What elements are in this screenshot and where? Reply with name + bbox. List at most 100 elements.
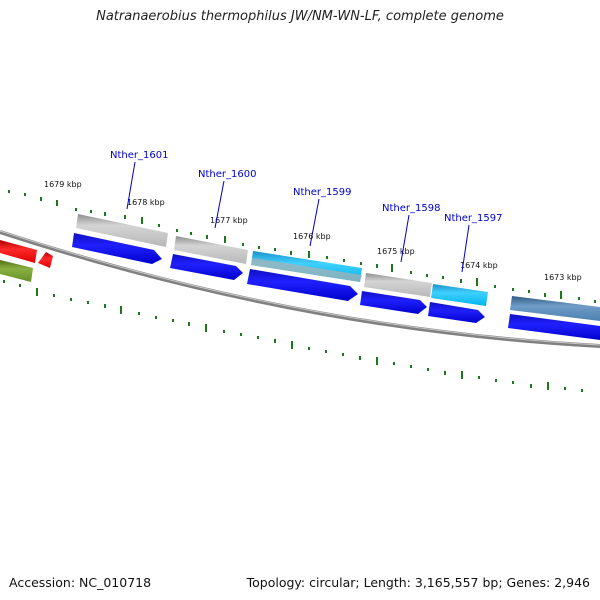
tick-mark (410, 271, 412, 274)
tick-mark (53, 294, 55, 297)
tick-mark (224, 236, 226, 243)
tick-mark (376, 264, 378, 268)
tick-mark (290, 251, 292, 255)
tick-mark (391, 264, 393, 272)
gene-label-leader (309, 198, 320, 247)
tick-mark (594, 300, 596, 303)
gene-label-nther-1600[interactable]: Nther_1600 (198, 169, 256, 180)
gene-label-leader (214, 180, 225, 229)
gene-label-leader (126, 161, 136, 210)
kbp-label: 1674 kbp (460, 261, 498, 270)
tick-mark (427, 368, 429, 371)
tick-mark (360, 262, 362, 265)
feature-box-gray-overlay (251, 258, 362, 282)
tick-mark (461, 371, 463, 379)
tick-mark (308, 347, 310, 350)
gene-label-nther-1597[interactable]: Nther_1597 (444, 213, 502, 224)
feature-box-gray[interactable] (174, 236, 248, 264)
gene-label-nther-1598[interactable]: Nther_1598 (382, 203, 440, 214)
tick-mark (530, 384, 532, 388)
tick-mark (75, 208, 77, 211)
outer-feature-track (76, 214, 600, 321)
tick-mark (240, 333, 242, 336)
tick-mark (158, 224, 160, 227)
kbp-label: 1673 kbp (544, 273, 582, 282)
tick-mark (560, 291, 562, 299)
tick-mark (70, 298, 72, 301)
tick-mark (87, 301, 89, 304)
tick-mark (257, 336, 259, 339)
tick-mark (326, 256, 328, 259)
cds-arrow[interactable] (360, 291, 427, 314)
map-title: Natranaerobius thermophilus JW/NM-WN-LF,… (96, 9, 504, 24)
cds-arrow[interactable] (247, 269, 358, 301)
tick-mark (564, 387, 566, 390)
tick-mark (36, 288, 38, 296)
feature-box-gray[interactable] (76, 214, 168, 247)
accession-text: Accession: NC_010718 (9, 575, 152, 590)
feature-box-cyan[interactable] (431, 284, 488, 306)
tick-mark (426, 274, 428, 277)
tick-mark (40, 197, 42, 201)
tick-mark (478, 376, 480, 379)
genome-backbone-highlight (0, 230, 600, 346)
tick-mark (120, 306, 122, 314)
tick-mark (460, 279, 462, 283)
tick-mark (155, 316, 157, 319)
kbp-label: 1679 kbp (44, 180, 82, 189)
tick-mark (393, 362, 395, 365)
tick-mark (495, 379, 497, 382)
feature-box-red[interactable] (0, 240, 37, 263)
tick-mark (206, 235, 208, 239)
tick-mark (444, 371, 446, 375)
genome-backbone (0, 230, 600, 348)
tick-mark (104, 212, 106, 216)
tick-mark (242, 243, 244, 246)
tick-mark (376, 357, 378, 365)
tick-mark (258, 246, 260, 249)
tick-mark (223, 330, 225, 333)
tick-mark (104, 304, 106, 308)
tick-mark (176, 229, 178, 232)
tick-mark (124, 215, 126, 219)
tick-mark (172, 319, 174, 322)
feature-box-gray[interactable] (364, 273, 432, 297)
tick-mark (56, 200, 58, 206)
tick-mark (325, 350, 327, 353)
tick-mark (24, 193, 26, 196)
tick-mark (494, 285, 496, 288)
gene-label-leader (461, 224, 470, 273)
cds-track (72, 233, 600, 340)
cds-arrow[interactable] (72, 233, 162, 264)
gene-label-nther-1599[interactable]: Nther_1599 (293, 187, 351, 198)
tick-mark (308, 251, 310, 258)
cds-arrow[interactable] (170, 254, 243, 280)
tick-mark (291, 341, 293, 349)
gene-label-nther-1601[interactable]: Nther_1601 (110, 150, 168, 161)
feature-box-steel[interactable] (510, 296, 600, 321)
tick-mark (512, 381, 514, 384)
genome-stats-text: Topology: circular; Length: 3,165,557 bp… (246, 575, 590, 590)
cds-arrow[interactable] (508, 314, 600, 340)
feature-arrow-red[interactable] (38, 252, 53, 268)
tick-mark (578, 297, 580, 300)
gene-label-leader (400, 214, 410, 263)
tick-mark (90, 210, 92, 213)
tick-mark (205, 324, 207, 332)
tick-mark (528, 290, 530, 293)
tick-mark (141, 217, 143, 224)
tick-mark (138, 312, 140, 315)
tick-mark (343, 259, 345, 262)
outer-tick-row (8, 190, 596, 303)
cds-arrow[interactable] (428, 302, 485, 323)
tick-mark (476, 278, 478, 286)
tick-mark (410, 365, 412, 368)
tick-mark (188, 322, 190, 326)
gene-labels: Nther_1601 Nther_1600 Nther_1599 Nther_1… (110, 150, 502, 273)
left-features (0, 240, 53, 282)
tick-mark (274, 339, 276, 343)
feature-box-olive[interactable] (0, 260, 33, 282)
kbp-label: 1677 kbp (210, 216, 248, 225)
tick-mark (581, 389, 583, 392)
tick-mark (359, 356, 361, 360)
